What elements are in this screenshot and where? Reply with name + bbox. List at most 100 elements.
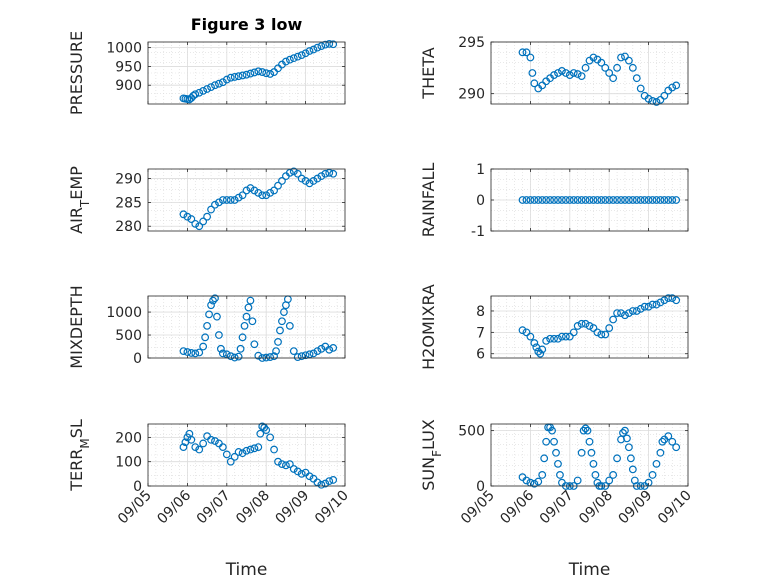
y-tick-label: 6 (476, 347, 485, 363)
data-point (250, 186, 259, 195)
y-tick-label: 295 (458, 35, 485, 51)
data-point (254, 443, 263, 451)
y-tick-label: 1000 (106, 41, 142, 57)
data-point (583, 426, 592, 435)
y-tick-label: 280 (115, 219, 142, 235)
data-point (528, 69, 537, 77)
data-point (325, 345, 334, 354)
data-point (282, 461, 290, 470)
data-point (289, 167, 298, 176)
data-point (179, 210, 188, 219)
data-point (640, 196, 649, 204)
data-point (195, 348, 204, 357)
data-point (625, 443, 633, 452)
data-point (289, 347, 298, 356)
panel-left-1: 900 950 1000 PRESSURE Figure 3 low (67, 15, 346, 115)
data-point (534, 477, 543, 486)
data-point (530, 479, 539, 488)
data-point (522, 476, 531, 485)
data-point (289, 465, 298, 473)
data-point (617, 309, 625, 318)
data-point (272, 347, 280, 356)
data-point (550, 437, 558, 446)
data-point (593, 328, 602, 337)
y-tick-label: 285 (115, 195, 142, 211)
data-point (561, 69, 570, 77)
data-point (187, 349, 196, 357)
data-point (548, 426, 556, 435)
y-axis-label: THETA (419, 47, 438, 99)
data-point (211, 437, 219, 445)
data-point (218, 196, 227, 204)
data-point (207, 301, 215, 310)
data-point (573, 322, 582, 330)
data-point (313, 174, 322, 183)
axes-box (147, 423, 346, 487)
data-point (609, 74, 618, 83)
data-point (656, 196, 665, 204)
data-point (597, 330, 606, 339)
data-point (577, 448, 586, 457)
data-point (207, 435, 215, 444)
data-point (191, 219, 200, 228)
data-point (660, 296, 669, 305)
data-point (285, 55, 294, 64)
data-point (317, 480, 326, 489)
data-point (550, 71, 558, 79)
data-point (526, 53, 535, 62)
data-point (191, 443, 200, 451)
data-point (195, 445, 204, 454)
data-point (325, 168, 334, 177)
data-point (278, 177, 286, 185)
data-point (199, 217, 208, 226)
data-point (199, 439, 208, 448)
data-point (280, 308, 288, 316)
data-point (617, 196, 625, 204)
data-point (270, 186, 278, 195)
data-point (297, 352, 306, 361)
data-point (542, 437, 551, 446)
data-point (270, 352, 278, 361)
data-point (266, 433, 275, 442)
data-point (218, 443, 227, 451)
data-point (577, 72, 586, 80)
data-point (593, 196, 602, 204)
data-point (609, 315, 618, 324)
data-point (644, 94, 653, 103)
data-point (656, 95, 665, 104)
data-point (652, 300, 661, 309)
data-point (526, 196, 535, 204)
y-tick-label: 500 (115, 328, 142, 344)
data-point (278, 317, 286, 326)
chart-title: Figure 3 low (191, 15, 303, 34)
data-point (569, 328, 578, 337)
y-tick-label: 0 (476, 193, 485, 209)
data-point (605, 324, 614, 332)
data-point (558, 67, 566, 75)
data-point (668, 294, 677, 303)
y-tick-label: 0 (133, 479, 142, 495)
data-point (203, 85, 212, 93)
data-point (556, 471, 564, 479)
data-point (187, 435, 196, 444)
data-point (329, 476, 338, 484)
data-point (297, 174, 306, 183)
data-point (636, 304, 645, 313)
data-point (256, 429, 265, 438)
data-point (183, 348, 192, 356)
data-point (230, 353, 239, 362)
data-point (309, 45, 318, 54)
data-point (266, 70, 275, 78)
data-point (621, 196, 629, 204)
data-point (632, 74, 641, 83)
data-point (238, 333, 247, 342)
axes-box (147, 295, 346, 359)
data-point (648, 471, 657, 479)
data-point (652, 459, 661, 468)
data-point (313, 43, 322, 52)
data-point (656, 448, 665, 457)
data-point (591, 471, 600, 479)
data-point (262, 69, 271, 78)
data-point (664, 432, 673, 441)
axes-box (490, 168, 689, 232)
